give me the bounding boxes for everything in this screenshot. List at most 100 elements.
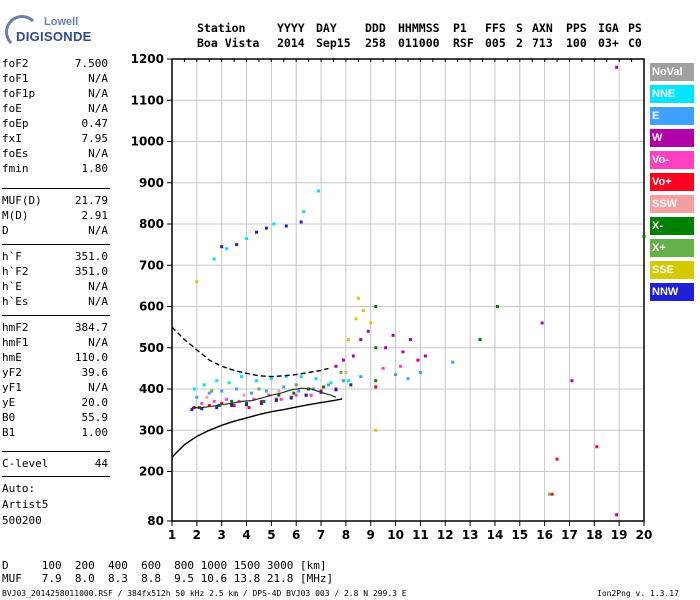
param-value: 110.0 — [74, 351, 108, 364]
param-row: hmF2 384.7 — [2, 321, 108, 335]
echo-point-e — [451, 360, 455, 364]
echo-point-nne — [202, 383, 206, 387]
echo-point-x- — [478, 338, 482, 341]
hdr-hhmmss: HHMMSS — [398, 21, 440, 35]
param-key: foEp — [2, 117, 29, 130]
x-tick-label: 7 — [317, 528, 325, 542]
echo-point-vo- — [267, 393, 271, 397]
param-value: 1.80 — [81, 162, 109, 175]
divider — [2, 244, 110, 245]
legend-item-nne: NNE — [650, 85, 694, 103]
clevel-key: C-level — [2, 457, 49, 470]
param-value: 351.0 — [74, 265, 108, 278]
x-tick-label: 12 — [437, 528, 454, 542]
echo-point-vo- — [550, 492, 554, 496]
echo-point-w — [615, 513, 619, 517]
val-station: Boa Vista — [197, 36, 260, 50]
param-row: MUF(D) 21.79 — [2, 194, 108, 208]
param-key: h`F2 — [2, 265, 29, 278]
param-key: hmE — [2, 351, 22, 364]
echo-point-nne — [245, 236, 249, 240]
echo-point-x- — [374, 305, 378, 308]
param-key: h`E — [2, 280, 22, 293]
echo-point-w — [408, 338, 412, 341]
echo-point-vo- — [279, 397, 283, 401]
param-row: foEp 0.47 — [2, 117, 108, 131]
echo-point-x- — [262, 399, 266, 403]
y-tick-label: 300 — [139, 423, 164, 437]
divider — [2, 188, 110, 189]
echo-point-sse — [369, 321, 373, 325]
clevel-value: 44 — [94, 457, 108, 470]
echo-point-vo- — [252, 397, 256, 401]
param-row: D N/A — [2, 224, 108, 238]
echo-point-nnw — [299, 220, 303, 224]
hdr-station: Station — [197, 21, 246, 35]
auto-label: Auto: — [2, 482, 36, 495]
axes: 1 2 3 4 5 6 7 8 9 10 11 12 13 14 15 16 17 18 19 20802003004… — [131, 52, 653, 542]
y-tick-label: 700 — [139, 258, 164, 272]
param-row: h`F2 351.0 — [2, 265, 108, 279]
hdr-ffs: FFS — [485, 21, 506, 35]
y-tick-label: 80 — [147, 514, 164, 528]
echo-point-x- — [257, 387, 261, 391]
echo-point-vo- — [374, 385, 378, 389]
y-tick-label: 500 — [139, 341, 164, 355]
param-value: 7.95 — [81, 132, 109, 145]
echo-point-nnw — [245, 403, 249, 407]
hdr-p1: P1 — [453, 21, 467, 35]
echo-point-x- — [230, 399, 234, 403]
echo-point-nne — [215, 379, 219, 383]
echo-point-sse — [195, 280, 199, 284]
plot-frame — [171, 58, 645, 522]
param-row: foF1p N/A — [2, 87, 108, 101]
echo-point-x- — [292, 391, 296, 395]
hdr-ddd: DDD — [365, 21, 386, 35]
x-tick-label: 9 — [367, 528, 375, 542]
y-tick-label: 900 — [139, 176, 164, 190]
x-tick-label: 18 — [586, 528, 603, 542]
echo-point-nnw — [284, 224, 288, 228]
echo-point-nne — [346, 379, 350, 383]
param-value: N/A — [88, 147, 108, 160]
grid — [172, 59, 644, 521]
divider — [2, 451, 110, 452]
echo-point-sse — [354, 317, 358, 321]
echo-point-ssw — [277, 389, 281, 393]
val-s: 2 — [516, 36, 523, 50]
echo-point-e — [249, 391, 253, 395]
echo-point-vo- — [399, 364, 403, 368]
x-tick-label: 16 — [536, 528, 553, 542]
divider — [2, 476, 110, 477]
param-value: 0.47 — [81, 117, 109, 130]
echo-point-e — [341, 379, 345, 383]
echo-point-w — [615, 65, 619, 69]
param-value: 351.0 — [74, 250, 108, 263]
echo-point-sse — [361, 309, 365, 313]
hdr-pps: PPS — [566, 21, 587, 35]
hdr-day: DAY — [316, 21, 337, 35]
param-row: h`Es N/A — [2, 295, 108, 309]
echo-point-nnw — [274, 399, 278, 403]
param-key: yE — [2, 396, 16, 409]
param-value: 2.91 — [81, 209, 109, 222]
param-key: hmF2 — [2, 321, 29, 334]
echo-point-ssw — [242, 393, 246, 397]
echo-point-w — [423, 354, 427, 358]
y-tick-label: 800 — [139, 217, 164, 231]
echo-point-vo- — [232, 404, 236, 407]
param-key: foF2 — [2, 57, 29, 70]
val-p1: RSF — [453, 36, 474, 50]
param-row: yE 20.0 — [2, 396, 108, 410]
val-ddd: 258 — [365, 36, 386, 50]
x-tick-label: 11 — [412, 528, 429, 542]
param-value: N/A — [88, 336, 108, 349]
x-tick-label: 5 — [267, 528, 275, 542]
y-tick-label: 1000 — [131, 135, 164, 149]
echo-point-x- — [642, 234, 646, 238]
val-hhmmss: 011000 — [398, 36, 440, 50]
param-value: N/A — [88, 381, 108, 394]
echo-point-x- — [322, 385, 326, 389]
x-tick-label: 14 — [487, 528, 504, 542]
